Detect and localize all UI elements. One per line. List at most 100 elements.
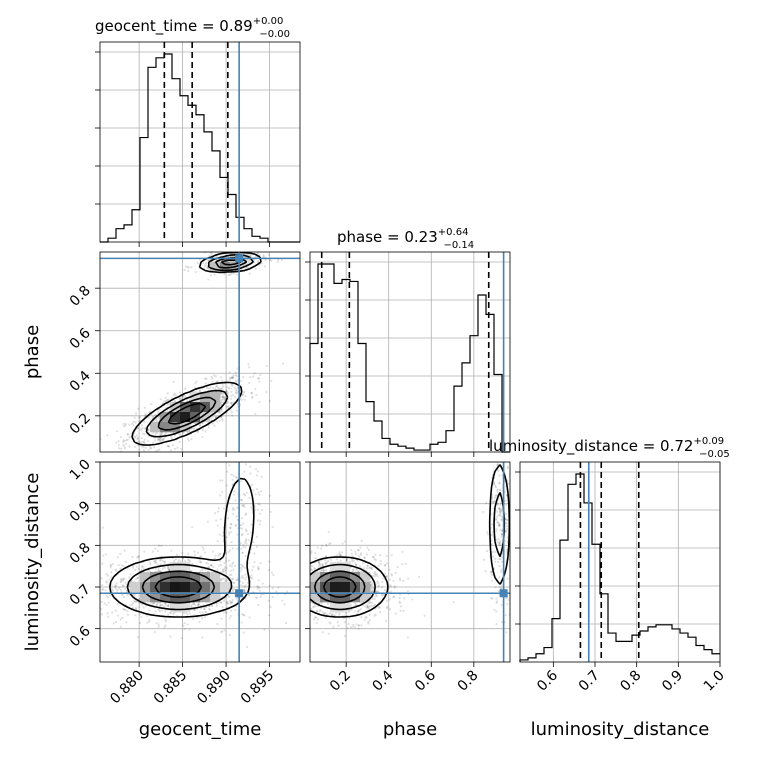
sample-point xyxy=(248,496,251,500)
sample-point xyxy=(256,508,260,511)
sample-point xyxy=(506,467,509,470)
density-cell xyxy=(190,592,201,603)
sample-point xyxy=(368,619,371,622)
sample-point xyxy=(117,563,120,567)
density-cell xyxy=(180,422,191,433)
sample-point xyxy=(500,518,503,521)
sample-point xyxy=(256,470,260,473)
sample-point xyxy=(498,564,501,568)
sample-point xyxy=(256,587,259,590)
panel-frame xyxy=(309,461,511,663)
sample-point xyxy=(218,479,222,482)
sample-point xyxy=(514,468,516,470)
sample-point xyxy=(257,579,260,582)
sample-point xyxy=(91,588,93,590)
sample-point xyxy=(242,375,245,379)
sample-point xyxy=(254,508,257,511)
sample-point xyxy=(131,603,134,606)
contour-line xyxy=(109,477,255,618)
sample-point xyxy=(307,565,309,567)
sample-point xyxy=(203,616,207,619)
sample-point xyxy=(104,553,108,556)
sample-point xyxy=(376,580,379,583)
sample-point xyxy=(315,616,318,619)
sample-point xyxy=(231,394,235,397)
sample-point xyxy=(223,272,226,276)
contour-line xyxy=(310,492,506,611)
sample-point xyxy=(147,448,150,452)
sample-point xyxy=(354,563,358,567)
sample-point xyxy=(198,424,202,427)
sample-point xyxy=(220,392,223,395)
sample-point xyxy=(398,596,401,600)
density-cell xyxy=(330,562,341,573)
sample-point xyxy=(207,387,210,390)
sample-point xyxy=(234,564,237,568)
sample-point xyxy=(228,549,232,552)
sample-point xyxy=(194,382,197,385)
density-cell xyxy=(170,562,181,573)
sample-point xyxy=(216,524,219,527)
sample-point xyxy=(504,499,507,502)
sample-point xyxy=(490,397,492,399)
sample-point xyxy=(264,258,267,261)
sample-point xyxy=(230,402,233,405)
sample-point xyxy=(114,587,117,590)
sample-point xyxy=(220,630,223,633)
density-layer xyxy=(100,252,285,455)
sample-point xyxy=(323,611,326,615)
sample-point xyxy=(131,422,134,425)
sample-point xyxy=(307,577,309,579)
sample-point xyxy=(214,415,217,419)
sample-point xyxy=(242,492,246,496)
sample-point xyxy=(120,564,123,567)
sample-point xyxy=(123,549,126,552)
sample-point xyxy=(232,581,235,584)
sample-point xyxy=(241,551,244,554)
sample-point xyxy=(492,500,496,504)
sample-point xyxy=(164,624,167,627)
sample-point xyxy=(294,598,296,600)
sample-point xyxy=(315,622,318,625)
sample-point xyxy=(497,560,500,563)
sample-point xyxy=(118,453,120,455)
sample-point xyxy=(322,612,326,615)
sample-point xyxy=(227,401,230,404)
sample-point xyxy=(333,614,336,617)
density-cell xyxy=(340,562,351,573)
sample-point xyxy=(120,577,123,581)
sample-point xyxy=(160,544,163,548)
density-cell xyxy=(340,602,351,613)
sample-point xyxy=(164,620,168,623)
sample-point xyxy=(232,374,235,377)
sample-point xyxy=(245,542,248,545)
sample-point xyxy=(258,264,261,267)
sample-point xyxy=(241,613,244,616)
sample-point xyxy=(230,540,233,544)
sample-point xyxy=(116,614,120,617)
sample-point xyxy=(119,618,122,621)
sample-point xyxy=(140,568,143,572)
sample-point xyxy=(210,253,213,256)
sample-point xyxy=(169,449,173,452)
gridlines xyxy=(520,462,721,662)
sample-point xyxy=(220,631,223,634)
sample-point xyxy=(249,506,253,509)
sample-point xyxy=(367,620,370,624)
sample-point xyxy=(150,402,153,406)
sample-point xyxy=(366,606,369,609)
sample-point xyxy=(229,614,232,618)
sample-point xyxy=(303,579,305,581)
sample-point xyxy=(148,620,151,623)
x-tick-label: 0.7 xyxy=(576,668,603,695)
sample-point xyxy=(260,508,264,512)
sample-point xyxy=(212,565,215,569)
sample-point xyxy=(267,253,270,256)
sample-point xyxy=(346,626,349,630)
y-tick-label: 0.8 xyxy=(67,540,94,567)
sample-point xyxy=(407,577,410,580)
sample-point xyxy=(295,561,297,563)
sample-point xyxy=(137,440,140,443)
sample-point xyxy=(220,401,223,404)
sample-point xyxy=(150,601,154,605)
